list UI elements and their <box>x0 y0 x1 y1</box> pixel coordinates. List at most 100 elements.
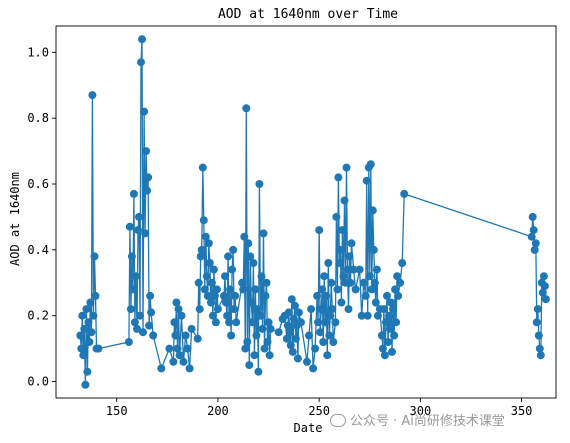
data-point <box>209 265 218 274</box>
data-point <box>170 318 179 327</box>
data-point <box>240 232 249 241</box>
data-point <box>193 334 202 343</box>
data-point <box>181 331 190 340</box>
data-point <box>220 291 228 300</box>
data-point <box>90 252 99 261</box>
data-point <box>305 331 313 340</box>
data-point <box>290 301 299 310</box>
data-point <box>200 285 209 294</box>
data-point <box>232 318 241 327</box>
data-point <box>344 305 353 314</box>
y-tick-label: 0.0 <box>27 375 49 389</box>
data-point <box>307 305 316 314</box>
data-point <box>359 278 368 287</box>
data-point <box>134 226 142 235</box>
data-point <box>343 265 352 274</box>
data-point <box>328 305 337 314</box>
data-point <box>183 344 192 353</box>
watermark: 公众号 · Ai尚研修技术课堂 <box>330 410 505 429</box>
data-point <box>94 344 103 353</box>
data-point <box>311 344 320 353</box>
data-point <box>380 351 389 360</box>
data-point <box>367 285 376 294</box>
data-point <box>165 344 174 353</box>
data-point <box>349 265 358 274</box>
data-point <box>390 331 399 340</box>
data-point <box>222 298 230 307</box>
y-tick-label: 0.8 <box>27 111 49 125</box>
data-point <box>309 364 318 373</box>
watermark-text: 公众号 · Ai尚研修技术课堂 <box>350 414 505 429</box>
data-point <box>336 245 345 254</box>
data-point <box>264 318 273 327</box>
data-point <box>246 252 255 261</box>
data-point <box>247 298 256 307</box>
data-point <box>366 160 375 169</box>
data-point <box>293 354 302 363</box>
data-point <box>239 285 248 294</box>
data-point <box>370 278 379 287</box>
data-point <box>227 331 236 340</box>
data-point <box>321 318 330 327</box>
data-point <box>379 305 388 314</box>
data-point <box>377 331 386 340</box>
data-point <box>254 367 263 376</box>
data-point <box>355 265 364 274</box>
data-point <box>346 278 355 287</box>
data-point <box>79 351 88 360</box>
data-point <box>241 344 250 353</box>
data-point <box>400 189 409 198</box>
data-point <box>228 265 237 274</box>
data-point <box>362 176 371 185</box>
data-point <box>204 239 213 248</box>
data-point <box>130 318 139 327</box>
data-point <box>205 259 214 267</box>
data-point <box>389 305 397 314</box>
data-point <box>287 295 296 304</box>
data-point <box>533 305 542 314</box>
data-point <box>536 351 545 360</box>
data-point <box>319 338 328 346</box>
data-point <box>539 272 548 281</box>
data-point <box>320 272 329 281</box>
data-point <box>242 104 251 113</box>
data-point <box>288 347 297 356</box>
data-point <box>369 245 378 254</box>
data-point <box>80 324 89 333</box>
data-point <box>206 298 215 307</box>
data-point <box>394 291 403 300</box>
data-point <box>253 305 262 314</box>
data-point <box>81 380 90 389</box>
data-point <box>127 252 136 261</box>
data-point <box>332 212 341 221</box>
data-point <box>223 311 232 320</box>
data-point <box>294 308 303 317</box>
data-point <box>284 308 293 317</box>
y-axis-label: AOD at 1640nm <box>8 172 22 266</box>
data-point <box>203 291 212 300</box>
data-point <box>201 232 210 241</box>
x-tick-label: 150 <box>106 404 128 418</box>
data-point <box>197 245 206 254</box>
data-point <box>384 338 392 346</box>
data-point <box>135 212 143 221</box>
data-point <box>194 278 203 287</box>
data-point <box>274 328 283 337</box>
data-point <box>185 364 194 373</box>
data-point <box>89 311 98 320</box>
data-point <box>540 282 549 291</box>
data-point <box>334 173 343 182</box>
data-point <box>282 334 291 343</box>
data-point <box>391 285 400 294</box>
data-point <box>147 308 156 317</box>
data-point <box>351 285 360 294</box>
data-point <box>76 331 85 340</box>
data-point <box>335 259 344 267</box>
data-point <box>324 259 333 267</box>
data-point <box>169 357 178 366</box>
data-point <box>315 226 324 235</box>
data-point <box>372 265 381 274</box>
data-point <box>531 239 540 248</box>
data-point <box>313 291 322 300</box>
data-point <box>383 291 391 300</box>
